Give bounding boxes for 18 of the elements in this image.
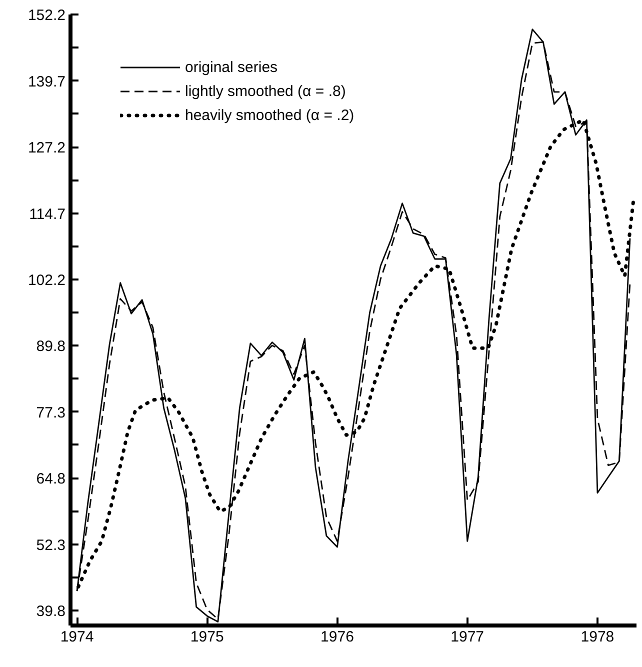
y-tick-label: 89.8 bbox=[36, 338, 66, 355]
x-tick-label: 1977 bbox=[450, 628, 484, 646]
legend-label: lightly smoothed (α = .8) bbox=[185, 82, 346, 100]
y-tick-label: 139.7 bbox=[28, 73, 66, 90]
y-tick-label: 64.8 bbox=[36, 470, 66, 488]
y-tick-label: 127.2 bbox=[28, 140, 66, 157]
y-tick-label: 77.3 bbox=[36, 404, 66, 422]
x-tick-label: 1975 bbox=[190, 628, 224, 646]
y-tick-label: 152.2 bbox=[28, 7, 66, 24]
x-tick-label: 1974 bbox=[60, 628, 94, 646]
x-tick-label: 1978 bbox=[580, 628, 614, 646]
y-tick-label: 114.7 bbox=[29, 206, 66, 223]
legend-label: original series bbox=[185, 58, 278, 76]
y-tick-label: 102.2 bbox=[28, 272, 66, 290]
y-tick-label: 39.8 bbox=[36, 603, 66, 620]
y-tick-label: 52.3 bbox=[36, 536, 66, 554]
x-tick-label: 1976 bbox=[320, 628, 354, 646]
legend-label: heavily smoothed (α = .2) bbox=[185, 106, 354, 124]
